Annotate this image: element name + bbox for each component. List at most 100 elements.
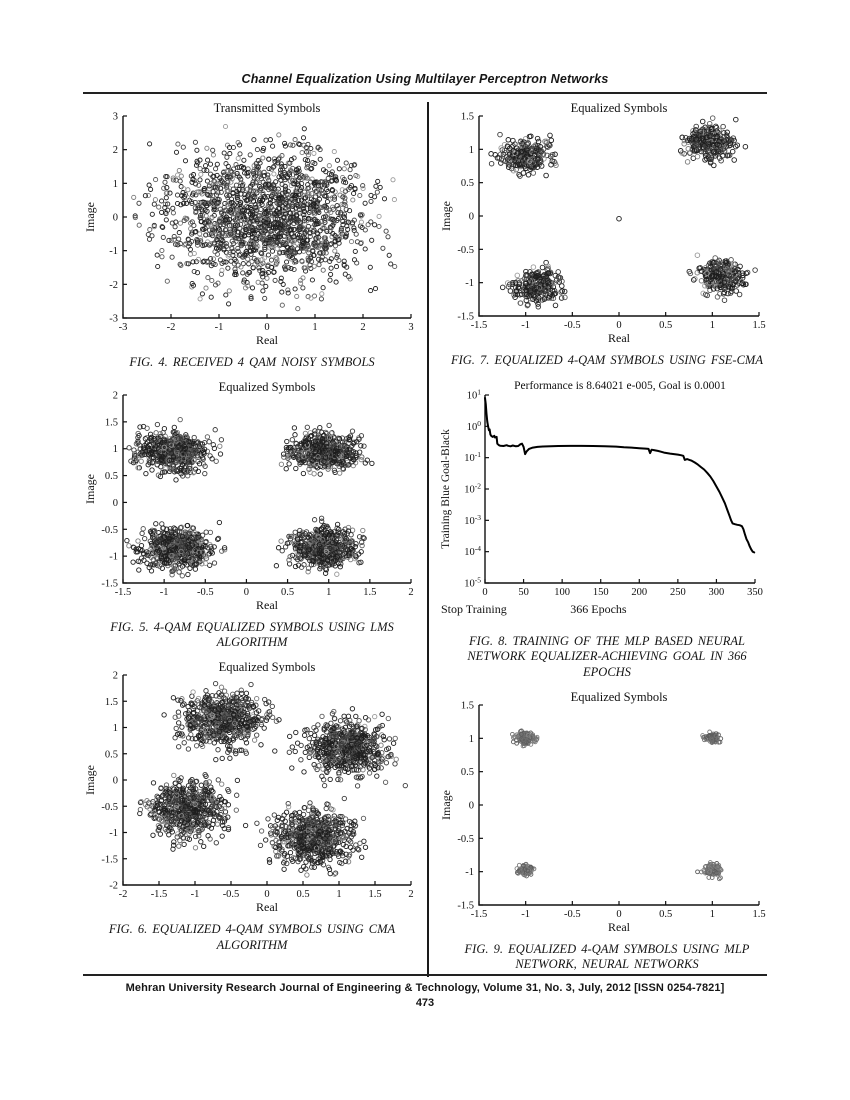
journal-footer-line: Mehran University Research Journal of En… — [125, 982, 725, 994]
x-axis-label: Real — [608, 331, 631, 345]
svg-text:1: 1 — [312, 322, 317, 333]
svg-text:0: 0 — [244, 587, 249, 598]
svg-text:0: 0 — [113, 498, 118, 509]
y-axis-label: Image — [83, 474, 97, 504]
svg-text:-2: -2 — [119, 889, 128, 900]
svg-text:-3: -3 — [109, 314, 118, 325]
svg-text:-1: -1 — [109, 828, 118, 839]
plot-title: Transmitted Symbols — [214, 101, 321, 115]
x-axis-label: Real — [256, 598, 279, 612]
two-column-body: -3 -2 -1 0 1 2 3 -3 -2 -1 0 1 2 3 Real Image Transmitted… — [83, 100, 775, 981]
svg-text:1: 1 — [336, 889, 341, 900]
svg-text:2: 2 — [408, 889, 413, 900]
y-axis-label: Training Blue Goal-Black — [440, 429, 452, 549]
figure-5-caption: FIG. 5. 4-QAM EQUALIZED SYMBOLS USING LM… — [110, 619, 394, 650]
column-divider — [427, 102, 429, 977]
svg-text:1: 1 — [113, 723, 118, 734]
scatter-points — [488, 115, 758, 310]
svg-text:2: 2 — [113, 670, 118, 681]
figure-7-plot: -1.5 -1 -0.5 0 0.5 1 1.5 -1.5 -1 -0.5 0 0.5 1 1.5 Real… — [439, 100, 775, 352]
scatter-points — [124, 416, 375, 579]
figure-8: 0 50 100 150 200 250 300 350 101 100 10-1 10-2 10-3 1… — [439, 377, 775, 681]
x-axis-label: Real — [256, 900, 279, 914]
svg-text:1.5: 1.5 — [368, 889, 381, 900]
axis-labels: 0 50 100 150 200 250 300 35010110010-110-210-31… — [440, 380, 763, 616]
figure-7: -1.5 -1 -0.5 0 0.5 1 1.5 -1.5 -1 -0.5 0 0.5 1 1.5 Real… — [439, 100, 775, 369]
figure-6-plot: -2 -1.5 -1 -0.5 0 0.5 1 1.5 2 -2 -1.5 -1 -0.5 0 0.5 1 1.… — [83, 659, 421, 921]
plot-title: Equalized Symbols — [219, 380, 316, 394]
figure-9: -1.5 -1 -0.5 0 0.5 1 1.5 -1.5 -1 -0.5 0 0.5 1 1.5 Real… — [439, 689, 775, 973]
svg-text:-1: -1 — [215, 322, 224, 333]
fig4-svg: -3 -2 -1 0 1 2 3 -3 -2 -1 0 1 2 3 Real Image Transmitted… — [83, 101, 414, 347]
plot-title: Equalized Symbols — [219, 660, 316, 674]
svg-text:-1: -1 — [109, 246, 118, 257]
page-number: 473 — [415, 997, 435, 1009]
svg-text:-1.5: -1.5 — [101, 578, 118, 589]
axes — [484, 394, 756, 584]
y-axis-label: Image — [439, 201, 453, 231]
svg-text:1: 1 — [113, 444, 118, 455]
figure-8-plot: 0 50 100 150 200 250 300 350 101 100 10-1 10-2 10-3 1… — [439, 377, 775, 633]
svg-text:-1.5: -1.5 — [101, 854, 118, 865]
footer-rule — [83, 974, 767, 976]
plot-title: Equalized Symbols — [571, 101, 668, 115]
figure-4-plot: -3 -2 -1 0 1 2 3 -3 -2 -1 0 1 2 3 Real Image Transmitted… — [83, 100, 421, 354]
figure-9-caption: FIG. 9. EQUALIZED 4-QAM SYMBOLS USING ML… — [464, 941, 750, 972]
svg-text:-0.5: -0.5 — [223, 889, 240, 900]
plot-title: Performance is 8.64021 e-005, Goal is 0.… — [514, 380, 726, 392]
scatter-points — [510, 728, 724, 881]
page-footer: Mehran University Research Journal of En… — [83, 974, 767, 1009]
svg-text:-1: -1 — [191, 889, 200, 900]
svg-text:-2: -2 — [167, 322, 176, 333]
svg-text:1: 1 — [113, 179, 118, 190]
svg-text:1: 1 — [326, 587, 331, 598]
y-axis-label: Image — [83, 202, 97, 232]
svg-text:0.5: 0.5 — [105, 471, 118, 482]
svg-text:-1: -1 — [160, 587, 169, 598]
training-curve — [483, 396, 756, 554]
svg-text:-3: -3 — [119, 322, 128, 333]
svg-text:-2: -2 — [109, 280, 118, 291]
svg-text:3: 3 — [408, 322, 413, 333]
scatter-points — [131, 123, 398, 312]
axes — [478, 703, 760, 906]
axes — [122, 394, 412, 584]
right-column: -1.5 -1 -0.5 0 0.5 1 1.5 -1.5 -1 -0.5 0 0.5 1 1.5 Real… — [429, 100, 775, 981]
fig6-svg: -2 -1.5 -1 -0.5 0 0.5 1 1.5 2 -2 -1.5 -1 -0.5 0 0.5 1 1.… — [83, 660, 414, 914]
figure-9-plot: -1.5 -1 -0.5 0 0.5 1 1.5 -1.5 -1 -0.5 0 0.5 1 1.5 Real… — [439, 689, 775, 941]
stop-training-label: Stop Training — [441, 602, 507, 616]
svg-text:0: 0 — [113, 213, 118, 224]
y-axis-label: Image — [439, 790, 453, 820]
running-head-title: Channel Equalization Using Multilayer Pe… — [241, 72, 609, 86]
x-axis-label: Real — [256, 333, 279, 347]
fig8-svg: 0 50 100 150 200 250 300 35010110010-110-210-31… — [440, 380, 763, 616]
svg-text:2: 2 — [113, 145, 118, 156]
svg-text:1.5: 1.5 — [363, 587, 376, 598]
left-column: -3 -2 -1 0 1 2 3 -3 -2 -1 0 1 2 3 Real Image Transmitted… — [83, 100, 427, 981]
plot-title: Equalized Symbols — [571, 690, 668, 704]
axis-labels: -3 -2 -1 0 1 2 3 -3 -2 -1 0 1 2 3 Real Image Transmitted… — [83, 101, 414, 347]
fig5-svg: -1.5 -1 -0.5 0 0.5 1 1.5 2 -1.5 -1 -0.5 0 0.5 1 1.5 2 Re… — [83, 380, 414, 612]
y-axis-label: Image — [83, 765, 97, 795]
axis-labels: -1.5 -1 -0.5 0 0.5 1 1.5-1.5-1-0.500.511.5Real… — [439, 101, 766, 345]
svg-text:-0.5: -0.5 — [101, 524, 118, 535]
svg-text:0: 0 — [113, 775, 118, 786]
figure-5: -1.5 -1 -0.5 0 0.5 1 1.5 2 -1.5 -1 -0.5 0 0.5 1 1.5 2 Re… — [83, 379, 421, 651]
svg-text:2: 2 — [360, 322, 365, 333]
axes — [122, 674, 412, 886]
axis-labels: -2 -1.5 -1 -0.5 0 0.5 1 1.5 2 -2 -1.5 -1 -0.5 0 0.5 1 1.… — [83, 660, 414, 914]
svg-text:1.5: 1.5 — [105, 417, 118, 428]
fig7-svg: -1.5 -1 -0.5 0 0.5 1 1.5-1.5-1-0.500.511.5Real… — [439, 101, 766, 345]
figure-6: -2 -1.5 -1 -0.5 0 0.5 1 1.5 2 -2 -1.5 -1 -0.5 0 0.5 1 1.… — [83, 659, 421, 953]
svg-text:-1.5: -1.5 — [151, 889, 168, 900]
svg-text:1.5: 1.5 — [105, 697, 118, 708]
svg-text:0: 0 — [264, 889, 269, 900]
scatter-points — [137, 680, 408, 878]
axes — [478, 115, 760, 317]
svg-text:-1.5: -1.5 — [115, 587, 132, 598]
header-rule — [83, 92, 767, 94]
fig9-svg: -1.5 -1 -0.5 0 0.5 1 1.5-1.5-1-0.500.511.5Real… — [439, 690, 766, 934]
epochs-label: 366 Epochs — [570, 602, 627, 616]
svg-text:2: 2 — [113, 390, 118, 401]
